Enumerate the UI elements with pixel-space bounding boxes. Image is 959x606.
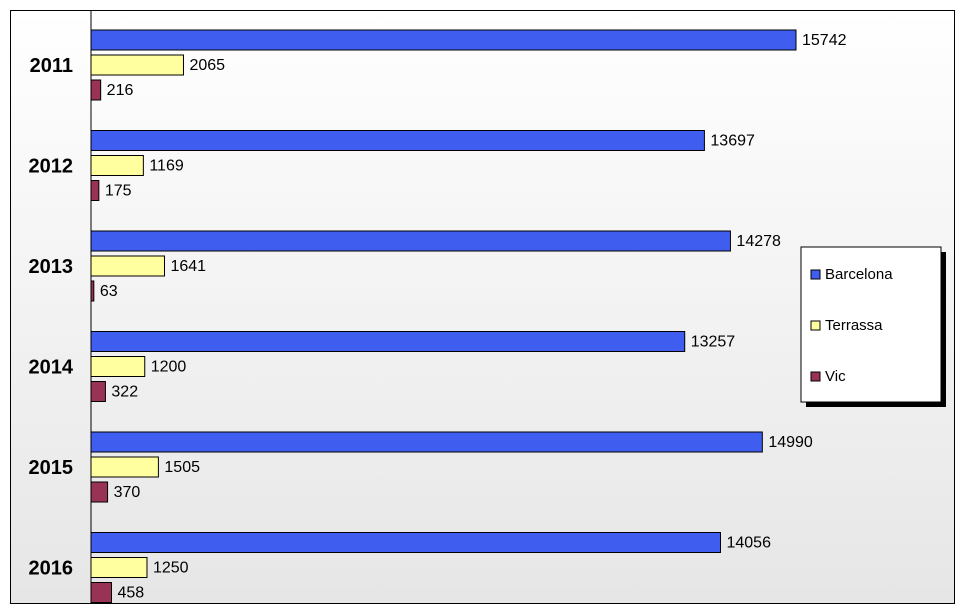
legend-label-vic: Vic: [825, 368, 846, 385]
bar-terrassa: [90, 54, 184, 76]
bar-barcelona: [90, 532, 721, 553]
data-label-terrassa: 2065: [189, 57, 225, 74]
data-label-terrassa: 1200: [151, 359, 187, 376]
category-label: 2012: [29, 156, 74, 178]
bar-barcelona: [90, 29, 797, 51]
legend-label-barcelona: Barcelona: [825, 266, 893, 283]
data-label-barcelona: 13257: [691, 334, 736, 351]
bar-vic: [90, 280, 95, 302]
category-label: 2016: [29, 558, 74, 580]
bar-barcelona: [90, 130, 705, 151]
data-label-barcelona: 14278: [736, 233, 781, 250]
bar-terrassa: [90, 255, 165, 277]
data-label-barcelona: 14056: [726, 535, 771, 552]
category-label: 2015: [29, 457, 74, 479]
data-label-vic: 216: [107, 82, 134, 99]
bar-chart: 2011 15742 2065 216 2012 13697 1169 175 2013 1427…: [29, 11, 946, 603]
data-label-vic: 175: [105, 183, 132, 200]
data-label-terrassa: 1250: [153, 560, 189, 577]
bar-barcelona: [90, 331, 686, 352]
chart-area: 2011 15742 2065 216 2012 13697 1169 175 2013 1427…: [10, 10, 955, 604]
data-label-barcelona: 14990: [768, 434, 813, 451]
data-label-vic: 322: [111, 384, 138, 401]
bar-vic: [90, 481, 109, 503]
bar-terrassa: [90, 356, 146, 377]
bar-barcelona: [90, 230, 731, 252]
data-label-vic: 458: [118, 585, 145, 602]
bar-terrassa: [90, 155, 144, 176]
category-label: 2014: [29, 357, 74, 379]
bar-terrassa: [90, 557, 148, 578]
data-label-terrassa: 1641: [170, 258, 206, 275]
legend-swatch-terrassa: [810, 320, 821, 331]
data-label-terrassa: 1505: [164, 459, 200, 476]
data-label-terrassa: 1169: [149, 158, 184, 175]
legend-swatch-vic: [810, 371, 821, 382]
bar-vic: [90, 381, 106, 402]
data-label-vic: 63: [100, 283, 118, 300]
legend-box: [800, 246, 942, 403]
bars-layer: 2011 15742 2065 216 2012 13697 1169 175 2013 1427…: [29, 29, 847, 603]
legend-swatch-barcelona: [810, 269, 821, 280]
bar-vic: [90, 180, 100, 201]
bar-vic: [90, 582, 113, 603]
data-label-vic: 370: [114, 484, 141, 501]
bar-vic: [90, 79, 102, 101]
bar-terrassa: [90, 456, 159, 478]
category-label: 2011: [30, 55, 73, 77]
data-label-barcelona: 13697: [710, 133, 755, 150]
data-label-barcelona: 15742: [802, 32, 847, 49]
category-label: 2013: [29, 256, 74, 278]
bar-barcelona: [90, 431, 763, 453]
legend-label-terrassa: Terrassa: [825, 317, 883, 334]
legend: Barcelona Terrassa Vic: [800, 246, 946, 407]
